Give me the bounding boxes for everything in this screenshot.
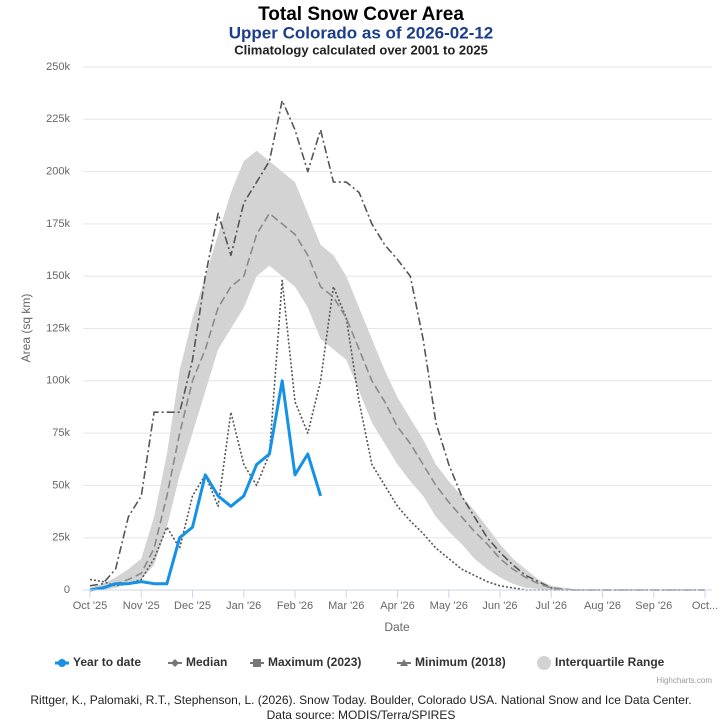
- x-tick-label: Jun '26: [482, 600, 517, 612]
- legend-label: Minimum (2018): [415, 655, 506, 669]
- x-tick-label: Jan '26: [226, 600, 261, 612]
- legend-item[interactable]: Year to date: [55, 655, 141, 669]
- x-tick-label: Oct '25: [73, 600, 108, 612]
- y-tick-label: 0: [64, 584, 70, 596]
- legend-marker: [171, 659, 179, 667]
- chart-subtitle2: Climatology calculated over 2001 to 2025: [234, 42, 488, 57]
- legend-marker: [400, 659, 408, 666]
- x-tick-label: Dec '25: [174, 600, 211, 612]
- legend-marker: [253, 659, 261, 667]
- y-tick-label: 75k: [52, 427, 70, 439]
- caption: Rittger, K., Palomaki, R.T., Stephenson,…: [30, 693, 691, 707]
- legend-item[interactable]: Maximum (2023): [250, 655, 361, 669]
- y-tick-label: 225k: [46, 113, 70, 125]
- y-axis-title: Area (sq km): [19, 294, 33, 363]
- legend: Year to date Median Maximum (2023) Minimum …: [55, 655, 665, 670]
- legend-item[interactable]: Minimum (2018): [397, 655, 506, 669]
- x-tick-label: Oct...: [692, 600, 718, 612]
- y-tick-label: 125k: [46, 322, 70, 334]
- legend-marker: [58, 659, 66, 667]
- y-tick-label: 175k: [46, 218, 70, 230]
- chart-title: Total Snow Cover Area: [258, 4, 464, 25]
- legend-label: Year to date: [73, 655, 141, 669]
- grid: [83, 66, 712, 591]
- iqr-band: [90, 150, 705, 590]
- credits: Highcharts.com: [656, 676, 712, 685]
- legend-label: Median: [186, 655, 227, 669]
- y-tick-label: 200k: [46, 166, 70, 178]
- legend-marker: [537, 656, 551, 670]
- series-line: [89, 99, 705, 591]
- legend-label: Interquartile Range: [555, 655, 665, 669]
- legend-item[interactable]: Interquartile Range: [537, 655, 665, 670]
- y-tick-label: 100k: [46, 375, 70, 387]
- x-tick-label: Mar '26: [328, 600, 364, 612]
- x-axis-title: Date: [384, 620, 410, 634]
- series-line: [89, 379, 323, 592]
- y-tick-label: 150k: [46, 270, 70, 282]
- x-tick-label: Nov '25: [123, 600, 160, 612]
- x-tick-label: Aug '26: [584, 600, 621, 612]
- caption: Data source: MODIS/Terra/SPIRES: [267, 708, 456, 722]
- y-tick-label: 25k: [52, 532, 70, 544]
- x-tick-label: Jul '26: [536, 600, 567, 612]
- x-tick-label: Sep '26: [635, 600, 672, 612]
- y-tick-label: 50k: [52, 479, 70, 491]
- chart-subtitle: Upper Colorado as of 2026-02-12: [229, 23, 494, 42]
- legend-label: Maximum (2023): [268, 655, 361, 669]
- axes: 0 25k 50k 75k 100k 125k 150k 175k 200k 225k 250k Oc…: [46, 61, 718, 612]
- y-tick-label: 250k: [46, 61, 70, 73]
- x-tick-label: May '26: [430, 600, 468, 612]
- legend-item[interactable]: Median: [168, 655, 227, 669]
- x-tick-label: Feb '26: [277, 600, 313, 612]
- x-tick-label: Apr '26: [380, 600, 415, 612]
